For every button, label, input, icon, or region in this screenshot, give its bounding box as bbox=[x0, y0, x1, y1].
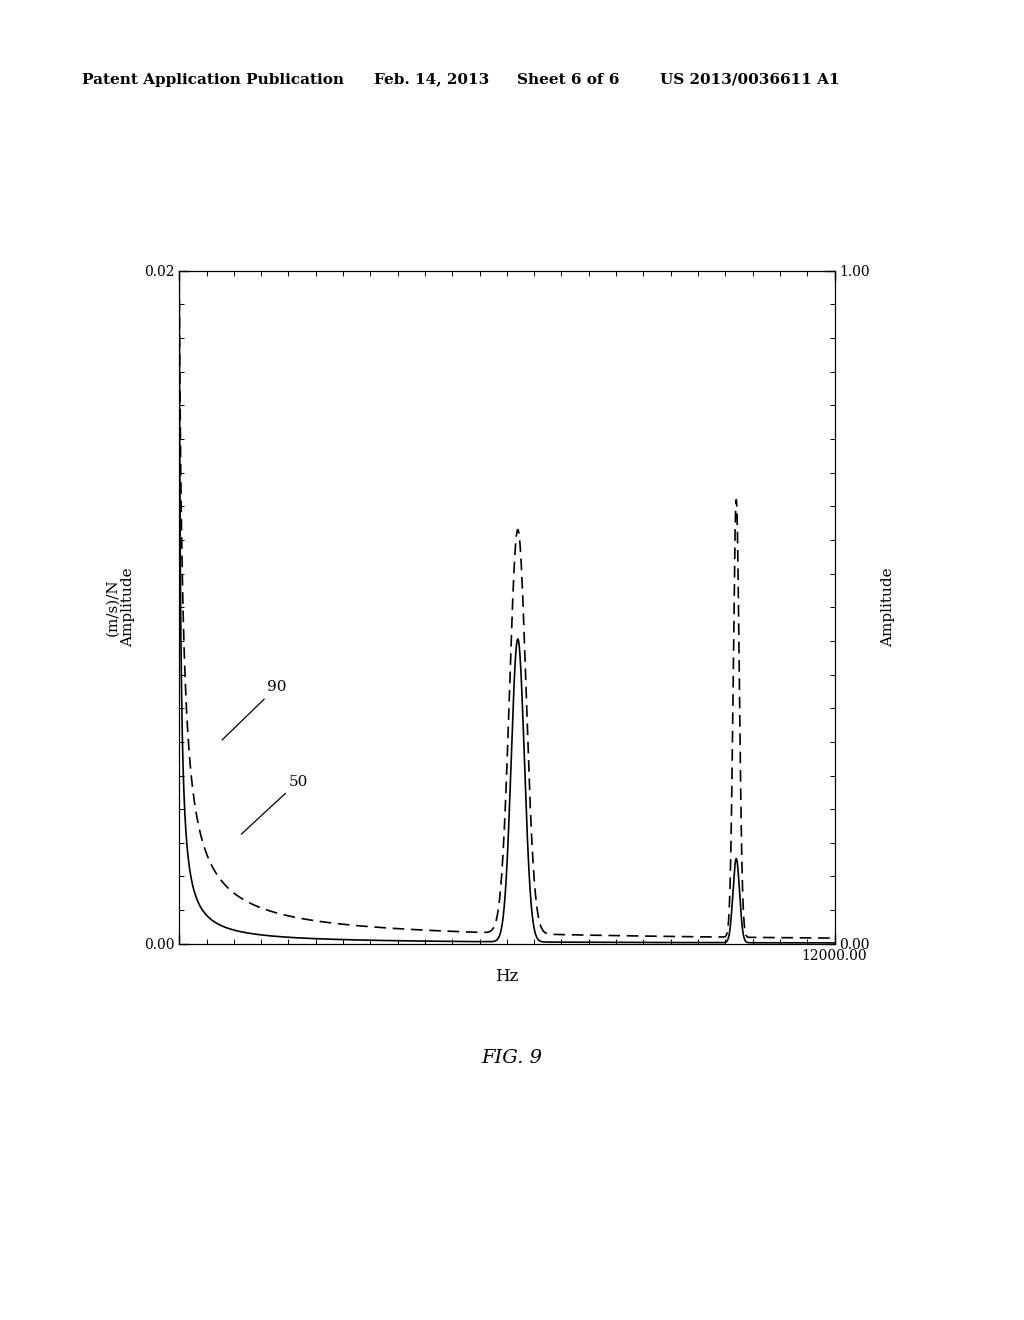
Text: Patent Application Publication: Patent Application Publication bbox=[82, 73, 344, 87]
Text: Sheet 6 of 6: Sheet 6 of 6 bbox=[517, 73, 620, 87]
Y-axis label: Amplitude: Amplitude bbox=[882, 568, 895, 647]
Text: FIG. 9: FIG. 9 bbox=[481, 1048, 543, 1067]
Text: Feb. 14, 2013: Feb. 14, 2013 bbox=[374, 73, 489, 87]
X-axis label: Hz: Hz bbox=[496, 968, 518, 985]
Text: 90: 90 bbox=[222, 680, 286, 741]
Text: 50: 50 bbox=[242, 775, 308, 834]
Y-axis label: (m/s)/N
Amplitude: (m/s)/N Amplitude bbox=[105, 568, 135, 647]
Text: US 2013/0036611 A1: US 2013/0036611 A1 bbox=[660, 73, 840, 87]
